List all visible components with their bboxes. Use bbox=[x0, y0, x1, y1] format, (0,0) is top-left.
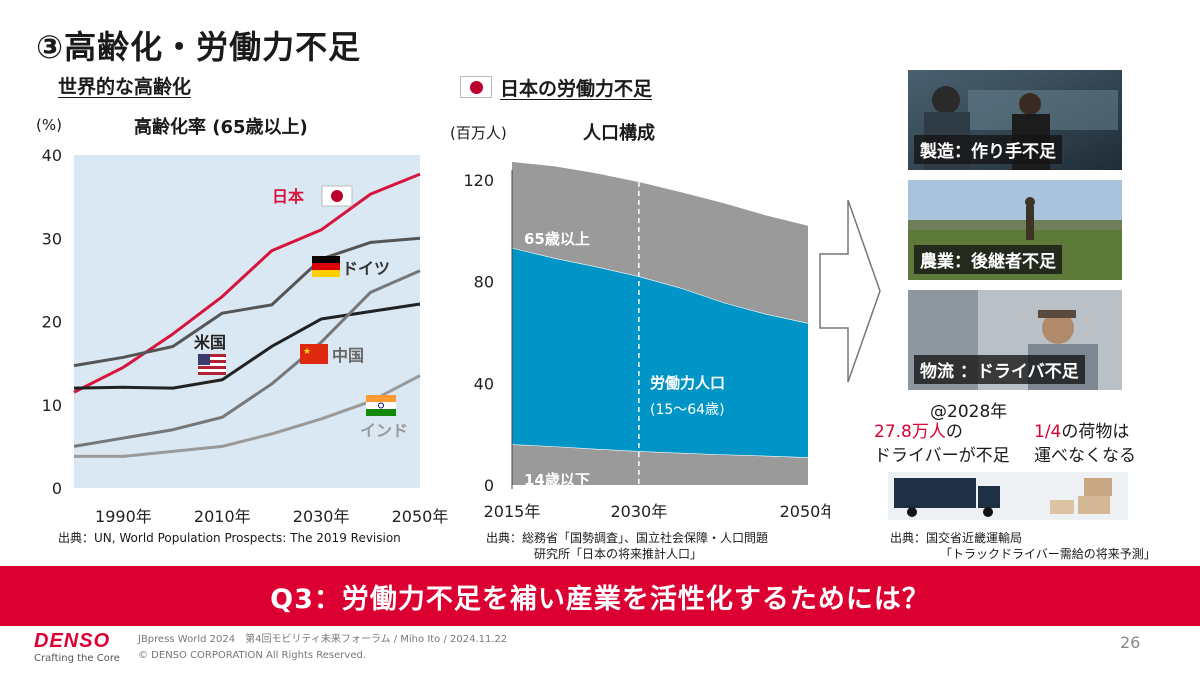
photo-label-agriculture: 農業：後継者不足 bbox=[914, 245, 1062, 274]
footer-meta: JBpress World 2024 第4回モビリティ未来フォーラム / Mih… bbox=[138, 632, 507, 664]
india-flag-icon bbox=[366, 395, 396, 416]
japan-flag-icon bbox=[460, 76, 492, 98]
aging-ytick-label: 0 bbox=[52, 479, 62, 498]
population-source-line2: 研究所「日本の将来推計人口」 bbox=[534, 547, 703, 561]
population-area-2 bbox=[512, 161, 808, 324]
band-label-elderly: 65歳以上 bbox=[524, 230, 590, 248]
cargo-suffix: の荷物は bbox=[1061, 422, 1130, 442]
footer-event: JBpress World 2024 第4回モビリティ未来フォーラム / Mih… bbox=[138, 634, 508, 645]
driver-shortage-value: 27.8万人 bbox=[874, 422, 946, 442]
truck-cargo-illustration bbox=[888, 472, 1128, 520]
photo-label-logistics: 物流 ：ドライバ不足 bbox=[914, 355, 1085, 384]
band-label-young: 14歳以下 bbox=[524, 471, 590, 489]
aging-chart-title: 高齢化率 (65歳以上) bbox=[134, 117, 308, 138]
population-ytick-label: 80 bbox=[474, 273, 494, 292]
population-chart-title: 人口構成 bbox=[583, 123, 655, 144]
driver-shortage-text: ドライバーが不足 bbox=[874, 446, 1010, 466]
aging-series-line-1 bbox=[73, 236, 421, 368]
band-label-working-ages: (15～64歳) bbox=[650, 402, 725, 418]
driver-shortage-suffix: の bbox=[945, 422, 963, 442]
aging-source: 出典：UN, World Population Prospects: The 2… bbox=[58, 531, 401, 545]
driver-shortage-stat: 27.8万人の ドライバーが不足 bbox=[874, 420, 1010, 468]
aging-ytick-label: 40 bbox=[42, 146, 62, 165]
svg-text:★: ★ bbox=[303, 347, 311, 357]
aging-series-line-2 bbox=[73, 302, 421, 390]
population-xtick-label: 2030年 bbox=[610, 502, 667, 521]
series-label-india: インド bbox=[360, 421, 408, 440]
aging-series-line-0 bbox=[73, 172, 421, 394]
logo-wordmark: DENSO bbox=[34, 630, 111, 652]
denso-logo: DENSO Crafting the Core bbox=[34, 630, 120, 664]
population-ytick-label: 120 bbox=[463, 171, 494, 190]
germany-flag-icon bbox=[312, 256, 340, 277]
population-band-boundary bbox=[511, 247, 809, 324]
series-label-usa: 米国 bbox=[194, 333, 226, 352]
photo-manufacturing: 製造：作り手不足 bbox=[908, 70, 1122, 170]
aging-heading: 世界的な高齢化 bbox=[58, 76, 192, 98]
series-label-japan: 日本 bbox=[272, 187, 304, 206]
photo-logistics: 物流 ：ドライバ不足 bbox=[908, 290, 1122, 390]
aging-ytick-label: 10 bbox=[42, 396, 62, 415]
logistics-source-line1: 出典：国交省近畿運輸局 bbox=[890, 531, 1023, 545]
cargo-boxes-icon bbox=[1050, 478, 1112, 514]
aging-xtick-label: 2050年 bbox=[392, 507, 449, 526]
population-area-1 bbox=[512, 248, 808, 458]
year-note: @2028年 bbox=[930, 402, 1008, 422]
cargo-text: 運べなくなる bbox=[1034, 446, 1136, 466]
aging-xtick-label: 1990年 bbox=[95, 507, 152, 526]
right-arrow-icon bbox=[819, 199, 881, 383]
band-label-working: 労働力人口 bbox=[650, 374, 725, 392]
aging-xtick-label: 2030年 bbox=[293, 507, 350, 526]
series-label-germany: ドイツ bbox=[342, 259, 390, 278]
photo-agriculture: 農業：後継者不足 bbox=[908, 180, 1122, 280]
cargo-stat: 1/4の荷物は 運べなくなる bbox=[1034, 420, 1136, 468]
aging-series-line-4 bbox=[74, 374, 421, 458]
usa-flag-icon bbox=[198, 354, 226, 375]
series-label-china: 中国 bbox=[332, 346, 364, 365]
population-chart: 0 40 80 120 2015年 2030年 2050年 65歳以上 労働力人口 (15… bbox=[463, 161, 830, 521]
population-unit-label: (百万人) bbox=[450, 124, 507, 142]
question-banner: Q3：労働力不足を補い産業を活性化するためには？ bbox=[0, 566, 1200, 626]
truck-icon bbox=[894, 478, 1000, 517]
slide-title: ③高齢化・労働力不足 bbox=[36, 28, 362, 66]
logistics-source-line2: 「トラックドライバー需給の将来予測」 bbox=[940, 547, 1156, 561]
aging-ytick-label: 30 bbox=[42, 229, 62, 248]
aging-series-line-3 bbox=[73, 269, 421, 448]
aging-unit-label: (%) bbox=[36, 116, 62, 134]
population-band-boundary bbox=[511, 444, 809, 458]
aging-plot-background bbox=[74, 155, 420, 488]
population-xtick-label: 2015年 bbox=[484, 502, 541, 521]
logo-tagline: Crafting the Core bbox=[34, 653, 120, 664]
population-ytick-label: 40 bbox=[474, 374, 494, 393]
population-source-line1: 出典：総務省「国勢調査」、国立社会保障・人口問題 bbox=[486, 531, 769, 545]
population-area-0 bbox=[512, 444, 808, 485]
population-ytick-label: 0 bbox=[484, 476, 494, 495]
cargo-value: 1/4 bbox=[1034, 422, 1062, 442]
photo-label-manufacturing: 製造：作り手不足 bbox=[914, 135, 1062, 164]
population-xtick-label: 2050年 bbox=[780, 502, 830, 521]
japan-flag-icon bbox=[321, 185, 353, 207]
aging-xtick-label: 2010年 bbox=[194, 507, 251, 526]
aging-ytick-label: 20 bbox=[42, 313, 62, 332]
footer-copyright: © DENSO CORPORATION All Rights Reserved. bbox=[138, 650, 366, 661]
population-heading: 日本の労働力不足 bbox=[500, 78, 653, 100]
china-flag-icon: ★ bbox=[300, 344, 328, 364]
page-number: 26 bbox=[1120, 633, 1141, 652]
